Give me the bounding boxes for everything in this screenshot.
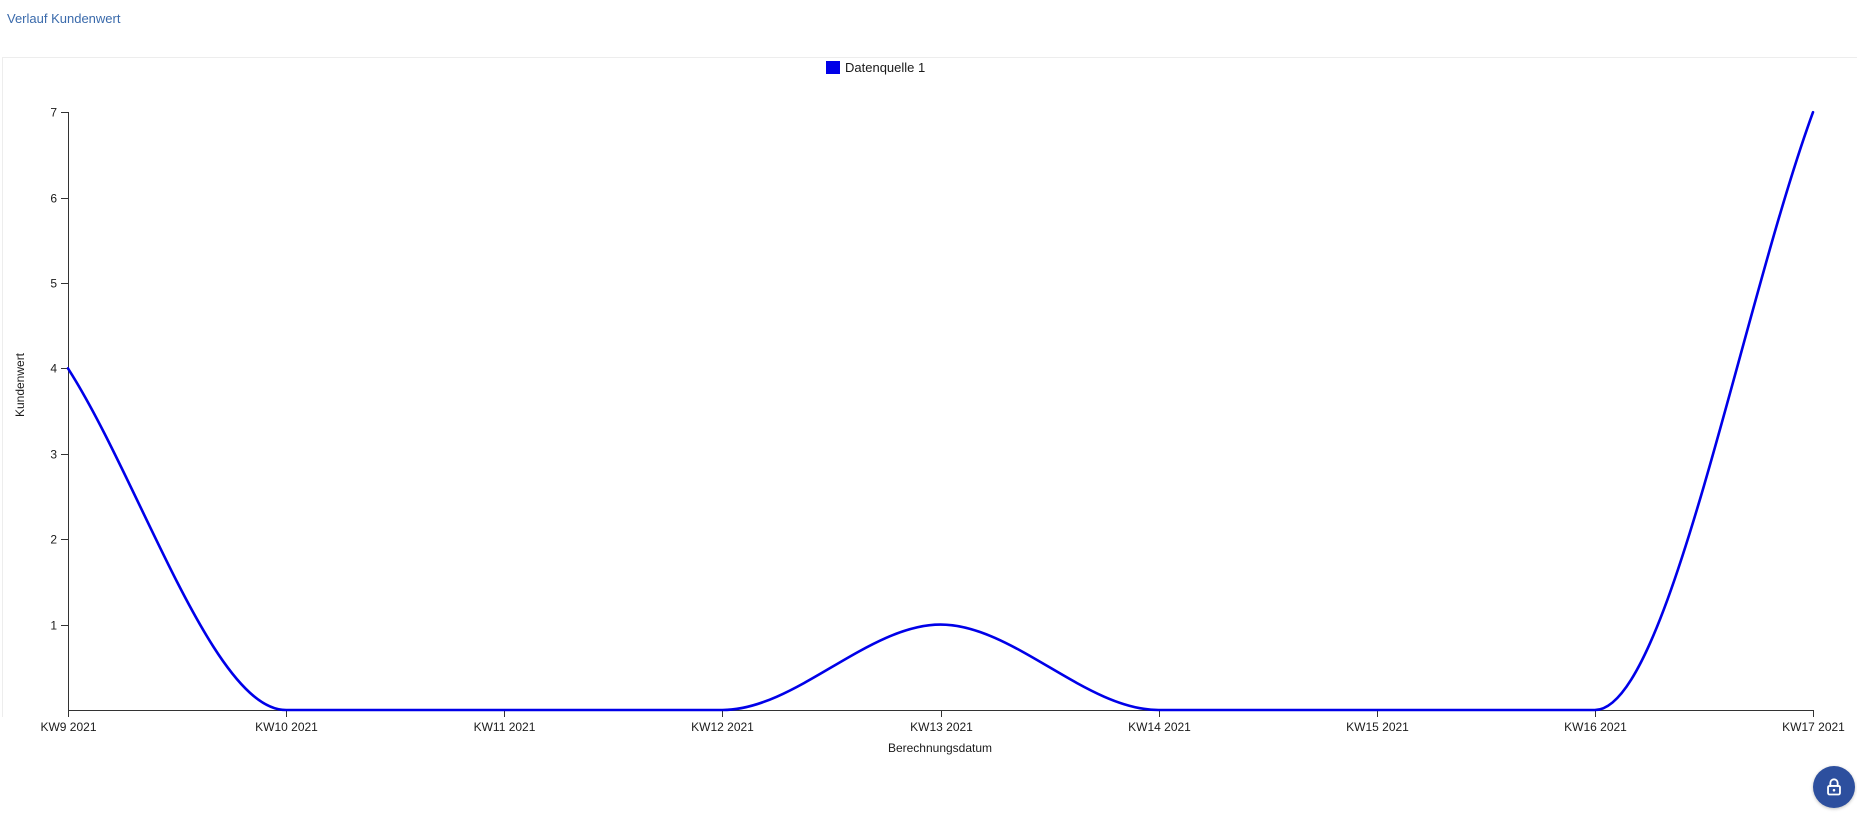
y-tick-label: 3 xyxy=(50,448,57,462)
x-tick-label: KW9 2021 xyxy=(40,720,96,734)
x-tick-label: KW11 2021 xyxy=(474,720,536,734)
lock-icon xyxy=(1827,778,1841,796)
x-tick-label: KW10 2021 xyxy=(255,720,318,734)
y-tick-label: 4 xyxy=(50,362,57,376)
x-tick-label: KW14 2021 xyxy=(1128,720,1191,734)
y-tick-label: 7 xyxy=(50,106,57,120)
x-tick-label: KW15 2021 xyxy=(1346,720,1409,734)
legend: Datenquelle 1 xyxy=(826,60,925,75)
y-tick-label: 2 xyxy=(50,533,57,547)
series-line xyxy=(66,110,1815,712)
x-tick-label: KW16 2021 xyxy=(1564,720,1627,734)
y-tick-label: 6 xyxy=(50,192,57,206)
legend-item[interactable]: Datenquelle 1 xyxy=(826,60,925,75)
legend-label: Datenquelle 1 xyxy=(845,60,926,75)
y-tick-label: 1 xyxy=(50,619,57,633)
legend-swatch xyxy=(826,61,840,74)
page-title: Verlauf Kundenwert xyxy=(7,11,121,26)
chart-panel xyxy=(2,57,1857,717)
y-axis-title: Kundenwert xyxy=(13,352,27,418)
x-tick-label: KW12 2021 xyxy=(691,720,754,734)
y-tick-label: 5 xyxy=(50,277,57,291)
x-tick-label: KW13 2021 xyxy=(910,720,973,734)
x-axis-title: Berechnungsdatum xyxy=(887,741,993,755)
lock-button[interactable] xyxy=(1813,766,1855,808)
x-tick-label: KW17 2021 xyxy=(1782,720,1845,734)
